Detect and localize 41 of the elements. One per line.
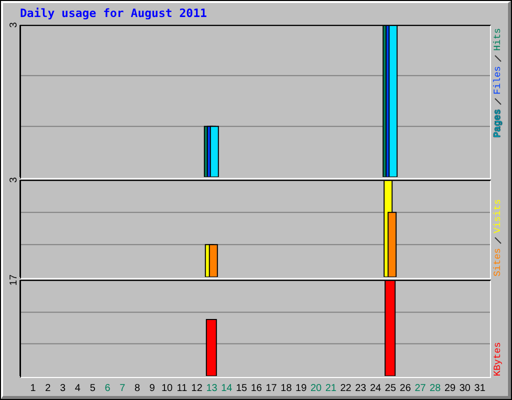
text: Pages: [492, 109, 504, 138]
x-tick-label: 6: [104, 383, 111, 394]
x-tick-label: 28: [430, 383, 442, 394]
x-tick-label: 22: [340, 383, 352, 394]
x-tick-label: 27: [414, 383, 426, 394]
x-tick-label: 19: [296, 383, 308, 394]
chart-title: Daily usage for August 2011: [20, 6, 207, 20]
text: Sites: [492, 248, 504, 277]
x-tick-label: 8: [134, 383, 141, 394]
x-tick-label: 24: [370, 383, 382, 394]
x-tick-label: 1: [30, 383, 36, 394]
x-tick-label: 9: [149, 383, 156, 394]
x-tick-label: 15: [236, 383, 248, 394]
x-tick-label: 2: [45, 383, 52, 394]
x-tick-label: 10: [162, 383, 174, 394]
text: KBytes: [492, 342, 504, 376]
text: Visits: [492, 199, 504, 234]
text: Hits: [492, 28, 504, 51]
x-tick-label: 20: [310, 383, 322, 394]
x-tick-label: 21: [325, 383, 337, 394]
x-tick-label: 4: [74, 383, 81, 394]
x-tick-label: 5: [90, 383, 96, 394]
x-tick-label: 12: [191, 383, 203, 394]
x-tick-label: 3: [60, 383, 66, 394]
x-tick-label: 31: [474, 383, 486, 394]
x-tick-label: 26: [400, 383, 412, 394]
x-tick-label: 11: [176, 383, 188, 394]
text: Files: [492, 66, 504, 94]
x-tick-label: 29: [444, 383, 456, 394]
x-tick-label: 18: [280, 383, 292, 394]
x-tick-label: 30: [459, 383, 471, 394]
y-tick-label: 3: [8, 176, 20, 183]
y-tick-label: 17: [8, 274, 20, 286]
x-tick-label: 17: [266, 383, 278, 394]
x-tick-label: 16: [250, 383, 262, 394]
x-tick-label: 23: [355, 383, 367, 394]
x-tick-label: 25: [384, 383, 396, 394]
x-tick-label: 14: [221, 383, 233, 394]
x-tick-label: 13: [206, 383, 218, 394]
y-tick-label: 3: [8, 22, 20, 28]
x-tick-label: 7: [120, 383, 126, 394]
